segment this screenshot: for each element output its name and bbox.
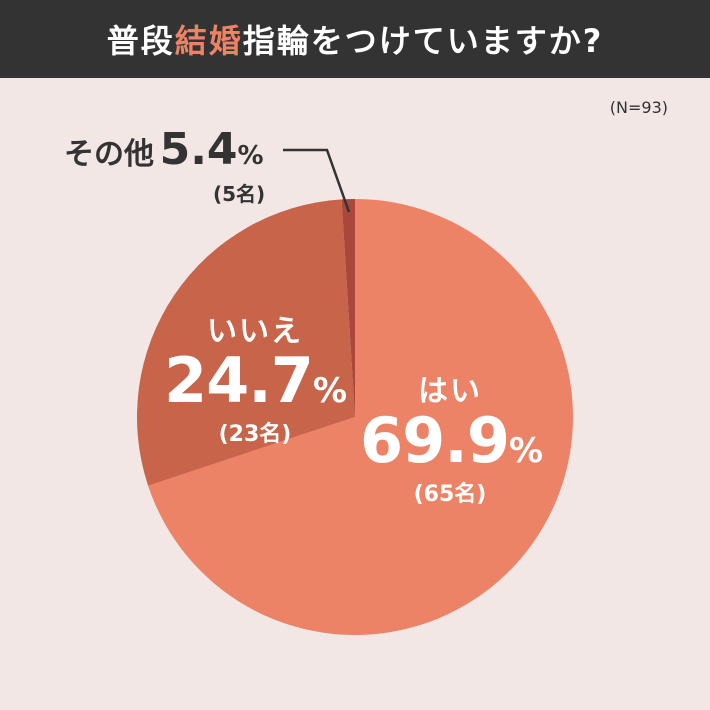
pct-value: 24.7 [163,344,314,417]
pct-unit: % [508,431,543,471]
pct-unit: % [312,371,347,411]
title-highlight: 結婚 [174,22,243,60]
header-bar: 普段結婚指輪をつけていますか? [0,0,710,78]
label-other-count: (5名) [213,182,266,206]
pct-value: 5.4 [159,124,238,175]
slice-no [136,199,355,486]
slice-yes [148,199,573,635]
chart-title: 普段結婚指輪をつけていますか? [107,16,604,62]
slice-other [341,198,355,417]
label-yes: はい 69.9% (65名) [360,366,543,508]
sample-size: (N=93) [609,98,668,117]
label-other: その他 5.4% [64,124,264,175]
pct-unit: % [237,141,264,171]
label-yes-count: (65名) [413,482,487,507]
leader-line [283,148,351,213]
label-yes-pct: 69.9% [360,410,543,472]
label-other-name: その他 [64,137,154,172]
label-no: いいえ 24.7% (23名) [160,306,350,448]
label-no-count: (23名) [218,422,292,447]
title-part: 普段 [106,22,175,60]
label-no-pct: 24.7% [160,350,350,412]
title-part: 指輪をつけていますか? [242,22,604,60]
pct-value: 69.9 [360,404,510,477]
label-other-pct: 5.4% [160,124,264,175]
label-no-name: いいえ [207,314,303,349]
label-yes-name: はい [418,374,482,409]
